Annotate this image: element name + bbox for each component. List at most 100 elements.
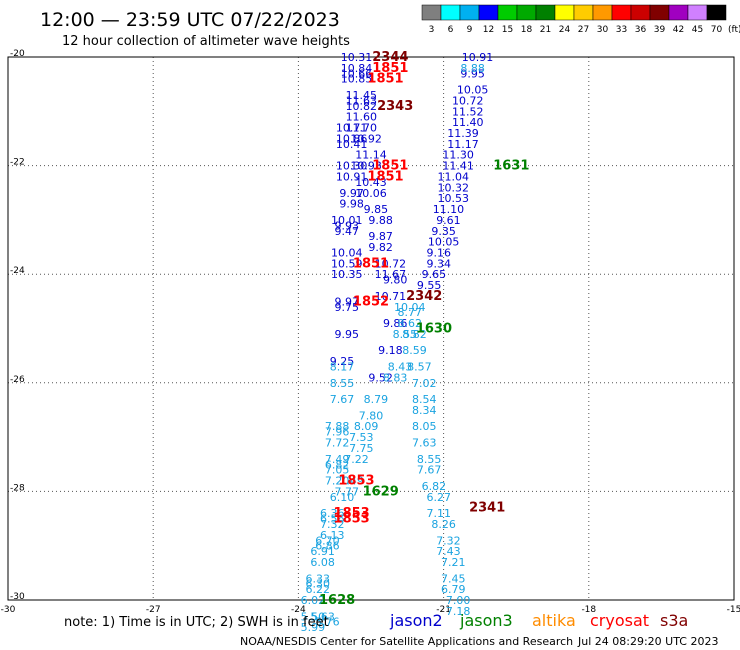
chart-subtitle: 12 hour collection of altimeter wave hei… (62, 34, 350, 49)
scale-label-45: 45 (692, 25, 703, 35)
wave-height-value: 6.30 (306, 578, 331, 591)
wave-height-value: 8.43 (388, 361, 413, 374)
wave-height-value: 10.85 (341, 73, 373, 86)
wave-height-value: 9.35 (431, 225, 456, 238)
wave-height-value: 8.54 (412, 393, 437, 406)
wave-height-value: 7.21 (441, 556, 466, 569)
wave-height-value: 9.95 (335, 328, 360, 341)
wave-height-value: 10.05 (457, 84, 489, 97)
wave-height-value: 7.32 (436, 534, 461, 547)
scale-swatch-15 (497, 4, 518, 21)
wave-height-value: 9.97 (335, 295, 360, 308)
pass-time-label: 2341 (469, 501, 505, 516)
pass-time-label: 2342 (406, 289, 442, 304)
wave-height-value: 11.52 (452, 105, 484, 118)
scale-label-18: 18 (521, 25, 533, 35)
wave-height-value: 8.77 (397, 306, 422, 319)
pass-time-label: 1628 (319, 593, 355, 608)
pass-time-label: 1851 (367, 169, 403, 184)
pass-time-label: 1851 (372, 61, 408, 76)
wave-height-value: 7.18 (446, 605, 471, 618)
wave-height-value: 10.35 (331, 268, 363, 281)
wave-height-value: 9.65 (422, 268, 447, 281)
wave-height-value: 11.70 (346, 122, 378, 135)
wave-height-value: 10.41 (336, 138, 368, 151)
wave-height-value: 7.22 (344, 453, 369, 466)
pass-time-label: 1853 (338, 474, 374, 489)
scale-swatch-3 (421, 4, 442, 21)
scale-label-30: 30 (597, 25, 609, 35)
plot-frame (7, 56, 735, 601)
wave-height-value: 10.32 (438, 181, 470, 194)
wave-height-value: 7.02 (412, 377, 437, 390)
wave-height-value: 8.34 (412, 404, 437, 417)
wave-height-value: 7.88 (325, 420, 350, 433)
footnote: note: 1) Time is in UTC; 2) SWH is in fe… (64, 615, 329, 630)
wave-height-value: 6.91 (310, 545, 335, 558)
timestamp: Jul 24 08:29:20 UTC 2023 (577, 635, 718, 648)
wave-height-value: 7.77 (335, 485, 360, 498)
wave-height-value: 11.04 (438, 170, 470, 183)
x-tick-label: -21 (436, 605, 451, 615)
wave-height-value: 11.45 (346, 89, 378, 102)
wave-height-value: 8.05 (412, 420, 437, 433)
wave-height-value: 10.71 (375, 290, 407, 303)
grid (8, 57, 734, 600)
wave-height-value: 11.30 (442, 149, 474, 162)
wave-height-value: 8.55 (393, 328, 418, 341)
scale-swatch-6 (440, 4, 461, 21)
wave-height-value: 6.36 (320, 507, 345, 520)
wave-height-value: 8.79 (364, 393, 389, 406)
wave-height-value: 8.83 (383, 371, 408, 384)
scale-label-12: 12 (483, 25, 494, 35)
wave-height-value: 6.86 (315, 540, 340, 553)
wave-height-value: 6.70 (315, 534, 340, 547)
wave-height-value: 8.82 (402, 328, 427, 341)
wave-height-value: 7.53 (349, 431, 374, 444)
wave-height-value: 6.79 (441, 583, 466, 596)
wave-height-value: 9.55 (417, 279, 442, 292)
wave-height-value: 10.31 (341, 51, 373, 64)
wave-height-value: 6.56 (320, 513, 345, 526)
wave-height-value: 6.82 (422, 480, 447, 493)
wave-height-value: 9.80 (383, 274, 408, 287)
wave-height-value: 11.10 (433, 203, 465, 216)
scale-label-33: 33 (616, 25, 627, 35)
scale-swatch-24 (554, 4, 575, 21)
wave-height-value: 10.91 (336, 170, 368, 183)
scale-label-15: 15 (502, 25, 513, 35)
y-tick-label: -24 (10, 266, 25, 276)
pass-time-label: 1851 (367, 72, 403, 87)
wave-height-value: 11.40 (452, 116, 484, 129)
y-tick-label: -22 (10, 158, 25, 168)
wave-height-value: 8.59 (402, 344, 427, 357)
wave-height-value: 7.75 (349, 442, 374, 455)
satellite-jason2: jason2 (389, 611, 443, 630)
wave-height-value: 6.82 (325, 458, 350, 471)
pass-time-label: 1629 (363, 484, 399, 499)
wave-height-value: 7.96 (325, 426, 350, 439)
wave-height-value: 10.86 (336, 132, 368, 145)
wave-height-value: 10.82 (346, 100, 378, 113)
wave-height-value: 8.17 (330, 361, 355, 374)
wave-height-value: 8.62 (397, 317, 422, 330)
wave-height-value: 7.43 (436, 545, 461, 558)
scale-swatch-36 (630, 4, 651, 21)
scale-label-24: 24 (559, 25, 571, 35)
wave-height-value: 8.55 (417, 453, 442, 466)
scale-label-3: 3 (429, 25, 435, 35)
scale-label-36: 36 (635, 25, 647, 35)
pass-time-label: 1851 (372, 159, 408, 174)
scale-label-42: 42 (673, 25, 684, 35)
wave-height-value: 7.45 (441, 572, 466, 585)
wave-height-value: 10.05 (428, 236, 460, 249)
wave-height-value: 9.87 (368, 230, 393, 243)
wave-height-value: 9.86 (383, 317, 408, 330)
pass-time-label: 2343 (377, 99, 413, 114)
scale-swatch-30 (592, 4, 613, 21)
x-tick-label: -18 (581, 605, 596, 615)
pass-time-label: 1853 (334, 506, 370, 521)
